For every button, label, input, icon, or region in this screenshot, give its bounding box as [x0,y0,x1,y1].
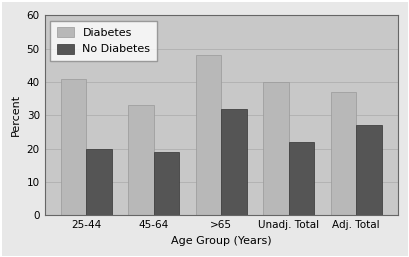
Legend: Diabetes, No Diabetes: Diabetes, No Diabetes [50,21,157,61]
Bar [263,82,289,215]
Bar [221,109,247,215]
Bar [154,152,180,215]
Bar [86,149,112,215]
Bar [196,55,221,215]
Bar [289,142,315,215]
X-axis label: Age Group (Years): Age Group (Years) [171,236,272,246]
Bar [330,92,356,215]
Bar [61,79,86,215]
Y-axis label: Percent: Percent [11,94,21,136]
Bar [356,125,382,215]
Bar [128,105,154,215]
